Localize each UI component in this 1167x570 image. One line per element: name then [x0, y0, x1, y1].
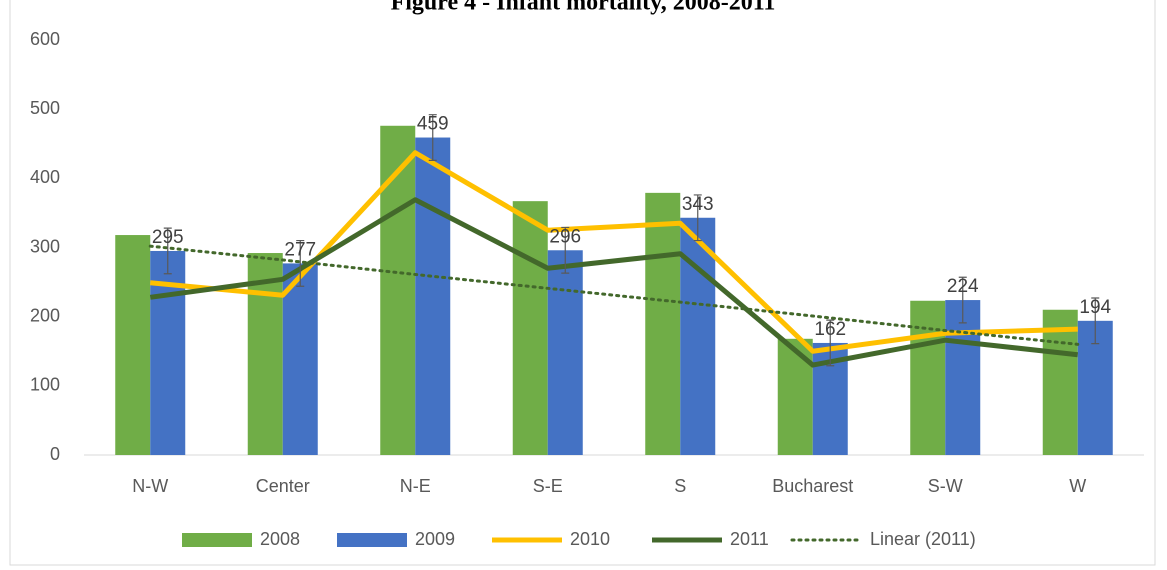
error-bar [1091, 297, 1100, 345]
legend-label: 2011 [730, 529, 769, 549]
error-bar [958, 276, 967, 324]
x-tick-label: N-W [132, 476, 168, 496]
error-bar [428, 114, 437, 161]
error-bar [296, 239, 305, 287]
x-tick-label: S [674, 476, 686, 496]
bar [415, 137, 451, 455]
x-tick-label: N-E [400, 476, 431, 496]
x-tick-label: Bucharest [772, 476, 853, 496]
line [149, 197, 1079, 368]
x-tick-label: S-W [928, 476, 963, 496]
bar [945, 300, 981, 455]
bar [1042, 309, 1078, 455]
error-bar [826, 319, 835, 367]
y-tick-label: 400 [30, 167, 60, 187]
legend-label: 2008 [260, 529, 300, 549]
data-label: 296 [549, 226, 581, 247]
bar [547, 250, 583, 455]
bar [512, 201, 548, 455]
legend-label: 2010 [570, 529, 610, 549]
y-tick-label: 100 [30, 375, 60, 395]
legend-label: Linear (2011) [870, 529, 976, 549]
data-label: 459 [417, 114, 449, 135]
y-tick-label: 600 [30, 29, 60, 49]
x-tick-label: S-E [533, 476, 563, 496]
data-label: 224 [947, 276, 979, 297]
bar [777, 338, 813, 455]
x-tick-label: W [1069, 476, 1086, 496]
bar [910, 300, 946, 455]
bar [282, 263, 318, 455]
error-bar [693, 194, 702, 242]
y-tick-label: 500 [30, 98, 60, 118]
data-label: 194 [1079, 297, 1111, 318]
trend-line [148, 244, 1080, 346]
error-bar [561, 226, 570, 274]
data-label: 295 [152, 227, 184, 248]
bar [115, 235, 151, 455]
chart-title: Figure 4 - Infant mortality, 2008-2011 [391, 0, 776, 16]
legend-swatch [182, 533, 252, 547]
data-label: 277 [284, 239, 316, 260]
y-tick-label: 0 [50, 444, 60, 464]
data-label: 162 [814, 319, 846, 340]
chart-frame [9, 0, 1156, 566]
x-tick-label: Center [256, 476, 310, 496]
legend-label: 2009 [415, 529, 455, 549]
line [150, 150, 1078, 354]
data-label: 343 [682, 194, 714, 215]
bar [247, 253, 283, 455]
y-tick-label: 300 [30, 236, 60, 256]
y-tick-label: 200 [30, 305, 60, 325]
bar [645, 192, 681, 455]
error-bar [163, 227, 172, 275]
legend-swatch [337, 533, 407, 547]
